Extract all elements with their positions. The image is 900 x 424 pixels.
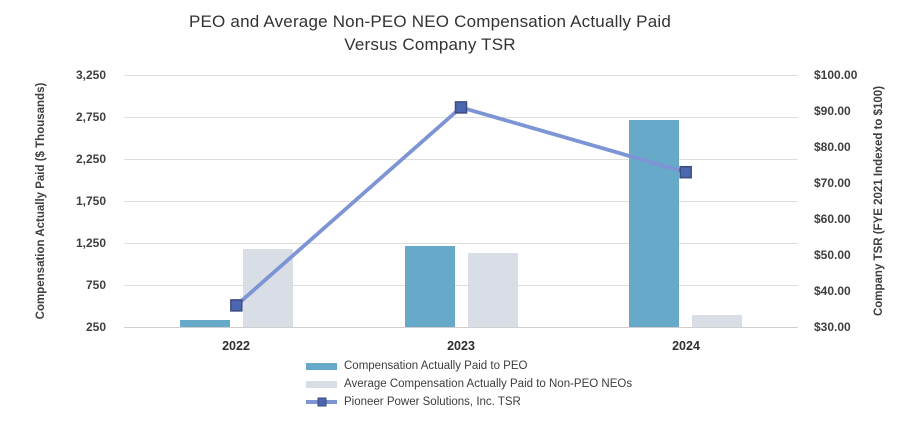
bar-peo-2022 xyxy=(180,320,230,327)
bar-non-peo-2023 xyxy=(468,253,518,327)
tsr-marker-2022 xyxy=(230,299,243,312)
gridline xyxy=(124,117,798,118)
x-axis-label-2022: 2022 xyxy=(222,339,250,353)
legend-item-peo: Compensation Actually Paid to PEO xyxy=(306,357,632,375)
right-tick-label: $100.00 xyxy=(814,68,858,82)
legend-label-non-peo: Average Compensation Actually Paid to No… xyxy=(344,378,633,390)
chart-title-line1: PEO and Average Non-PEO NEO Compensation… xyxy=(188,12,672,31)
chart-title-line2: Versus Company TSR xyxy=(344,35,516,54)
bar-non-peo-2024 xyxy=(692,315,742,327)
bar-peo-2023 xyxy=(405,246,455,327)
tsr-marker-2024 xyxy=(679,165,692,179)
bar-peo-2024 xyxy=(629,120,679,327)
legend-label-tsr: Pioneer Power Solutions, Inc. TSR xyxy=(344,396,521,408)
right-tick-label: $30.00 xyxy=(814,320,851,334)
left-tick-label: 3,250 xyxy=(75,68,106,82)
legend-swatch-peo-bar xyxy=(306,362,337,370)
legend-marker-tsr-square xyxy=(317,397,326,407)
left-tick-label: 1,250 xyxy=(75,236,106,250)
gridline xyxy=(124,75,798,76)
legend-marker-tsr-line xyxy=(306,397,337,407)
tsr-line xyxy=(235,105,687,307)
left-tick-label: 750 xyxy=(85,278,106,292)
right-tick-label: $50.00 xyxy=(814,248,851,262)
right-tick-label: $70.00 xyxy=(814,176,851,190)
chart-title: PEO and Average Non-PEO NEO Compensation… xyxy=(0,10,860,56)
legend-item-tsr: Pioneer Power Solutions, Inc. TSR xyxy=(306,393,632,411)
legend-item-non-peo: Average Compensation Actually Paid to No… xyxy=(306,375,632,393)
left-tick-label: 2,250 xyxy=(75,152,106,166)
left-tick-label: 2,750 xyxy=(75,110,106,124)
legend: Compensation Actually Paid to PEO Averag… xyxy=(306,357,632,411)
tsr-marker-2023 xyxy=(454,101,468,114)
legend-swatch-non-peo-bar xyxy=(306,380,337,388)
legend-label-peo: Compensation Actually Paid to PEO xyxy=(344,360,528,372)
left-tick-label: 1,750 xyxy=(75,194,106,208)
right-tick-label: $40.00 xyxy=(814,284,851,298)
gridline xyxy=(124,201,798,202)
x-axis-baseline xyxy=(124,327,798,328)
gridline xyxy=(124,243,798,244)
left-tick-label: 250 xyxy=(85,320,106,334)
gridline xyxy=(124,285,798,286)
right-tick-label: $90.00 xyxy=(814,104,851,118)
x-axis-label-2024: 2024 xyxy=(672,339,700,353)
gridline xyxy=(124,159,798,160)
right-tick-label: $60.00 xyxy=(814,212,851,226)
right-tick-label: $80.00 xyxy=(814,140,851,154)
x-axis-label-2023: 2023 xyxy=(447,339,475,353)
